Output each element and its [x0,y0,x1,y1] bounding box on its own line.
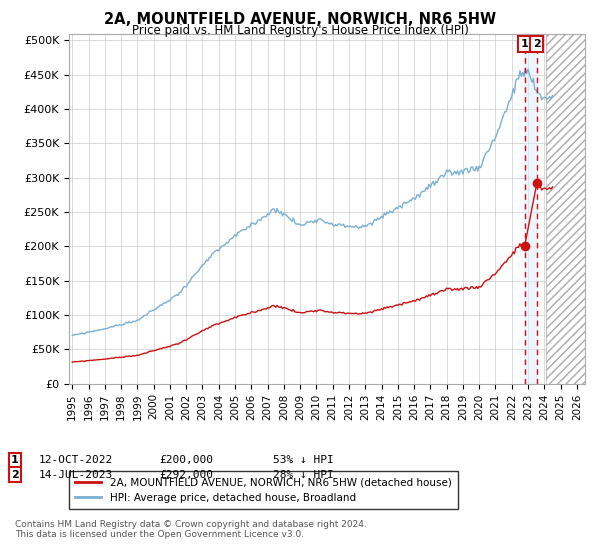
Text: 2: 2 [533,39,541,49]
Bar [524,34,538,384]
Text: 14-JUL-2023: 14-JUL-2023 [39,470,113,480]
Text: 53% ↓ HPI: 53% ↓ HPI [273,455,334,465]
Text: 28% ↓ HPI: 28% ↓ HPI [273,470,334,480]
Text: Contains HM Land Registry data © Crown copyright and database right 2024.
This d: Contains HM Land Registry data © Crown c… [15,520,367,539]
Text: 1: 1 [11,455,19,465]
Text: £200,000: £200,000 [159,455,213,465]
Text: £292,000: £292,000 [159,470,213,480]
Text: Price paid vs. HM Land Registry's House Price Index (HPI): Price paid vs. HM Land Registry's House … [131,24,469,37]
Text: 2: 2 [11,470,19,480]
Text: 1: 1 [521,39,529,49]
Text: 2A, MOUNTFIELD AVENUE, NORWICH, NR6 5HW: 2A, MOUNTFIELD AVENUE, NORWICH, NR6 5HW [104,12,496,27]
Text: 12-OCT-2022: 12-OCT-2022 [39,455,113,465]
Bar [545,34,600,384]
Legend: 2A, MOUNTFIELD AVENUE, NORWICH, NR6 5HW (detached house), HPI: Average price, de: 2A, MOUNTFIELD AVENUE, NORWICH, NR6 5HW … [69,471,458,509]
